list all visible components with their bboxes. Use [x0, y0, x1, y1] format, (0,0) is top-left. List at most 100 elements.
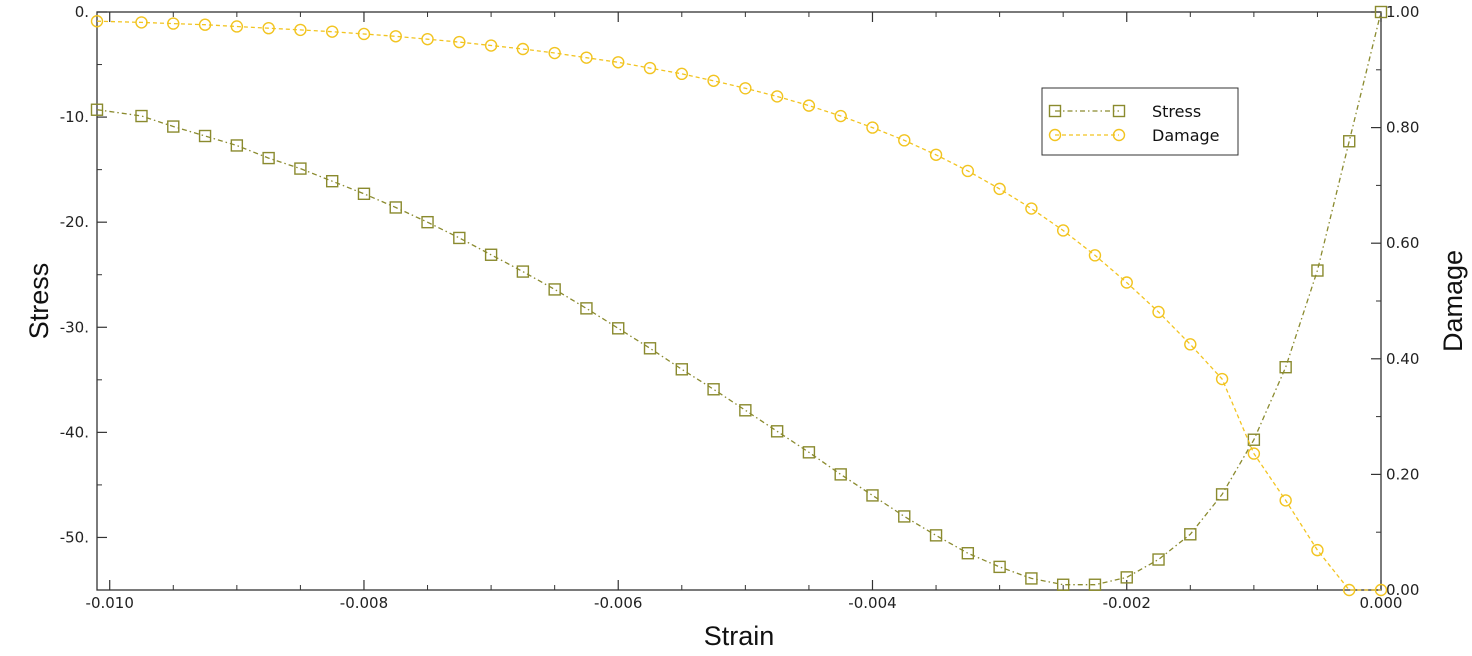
legend-damage-label: Damage: [1152, 126, 1220, 145]
data-point-damage: [516, 42, 530, 56]
data-point-stress: [643, 342, 657, 355]
data-point-stress: [1120, 571, 1133, 584]
y-tick-label: -20.: [60, 213, 89, 231]
data-point-damage: [1056, 224, 1070, 237]
data-point-stress: [612, 322, 625, 335]
data-point-damage: [707, 74, 720, 87]
x-tick-label: -0.002: [1103, 594, 1151, 612]
data-point-damage: [453, 35, 466, 49]
legend-stress-marker: [1112, 104, 1126, 118]
data-point-stress: [1215, 488, 1229, 501]
x-tick-label: 0.000: [1360, 594, 1403, 612]
data-point-damage: [1088, 249, 1102, 262]
data-point-stress: [90, 103, 104, 116]
data-point-stress: [421, 215, 434, 229]
data-point-stress: [453, 231, 466, 245]
data-point-damage: [548, 46, 561, 60]
data-point-stress: [770, 425, 784, 438]
data-point-stress: [325, 174, 339, 188]
legend-entry-stress: Stress: [1048, 102, 1201, 121]
data-point-stress: [135, 109, 148, 123]
data-point-damage: [135, 16, 148, 29]
data-point-damage: [612, 56, 625, 69]
data-point-damage: [929, 148, 943, 161]
data-point-damage: [1152, 305, 1165, 319]
data-point-damage: [421, 32, 434, 46]
legend-box: [1041, 87, 1239, 156]
data-point-stress: [198, 129, 212, 143]
data-point-damage: [898, 134, 911, 147]
data-point-stress: [167, 120, 180, 133]
data-point-damage: [1025, 202, 1038, 215]
x-axis-title: Strain: [704, 621, 775, 651]
y2-tick-label: 0.80: [1386, 119, 1419, 137]
y-tick-label: -10.: [60, 108, 89, 126]
legend-damage-marker: [1048, 128, 1062, 142]
x-tick-label: -0.006: [594, 594, 642, 612]
legend-damage-marker: [1112, 128, 1126, 142]
data-point-damage: [834, 109, 847, 123]
data-point-stress: [1279, 361, 1292, 374]
data-point-stress: [389, 201, 402, 214]
data-point-stress: [580, 302, 593, 315]
x-tick-label: -0.010: [86, 594, 134, 612]
x-tick-label: -0.008: [340, 594, 388, 612]
data-point-stress: [1184, 528, 1197, 541]
data-point-damage: [389, 30, 402, 43]
data-point-damage: [357, 27, 371, 41]
data-point-stress: [739, 404, 752, 417]
data-point-stress: [1247, 433, 1261, 446]
data-point-stress: [230, 139, 244, 152]
data-point-damage: [1279, 494, 1292, 507]
y2-tick-label: 0.60: [1386, 234, 1419, 252]
y-tick-label: -50.: [60, 528, 89, 546]
data-point-stress: [1343, 135, 1356, 148]
data-point-damage: [1343, 583, 1356, 597]
data-point-stress: [834, 468, 847, 481]
data-point-stress: [1311, 264, 1324, 277]
data-point-stress: [707, 383, 720, 396]
data-point-stress: [675, 363, 688, 376]
data-point-damage: [484, 39, 498, 52]
data-point-damage: [643, 61, 657, 75]
data-point-stress: [866, 489, 879, 502]
data-point-damage: [866, 121, 879, 134]
data-point-stress: [1088, 578, 1102, 591]
data-point-stress: [1374, 5, 1388, 19]
y2-tick-label: 1.00: [1386, 3, 1419, 21]
data-point-stress: [516, 265, 530, 278]
data-point-damage: [1215, 372, 1229, 386]
data-point-damage: [294, 23, 307, 37]
data-point-damage: [993, 182, 1006, 196]
y2-tick-label: 0.20: [1386, 465, 1419, 483]
data-point-stress: [294, 162, 307, 175]
series-line-damage: [96, 20, 1381, 591]
data-point-stress: [1025, 572, 1038, 585]
legend-stress-marker: [1048, 104, 1062, 118]
y-axis-title: Stress: [24, 263, 54, 340]
y-tick-label: 0.: [75, 3, 89, 21]
data-point-stress: [548, 283, 561, 296]
data-point-stress: [961, 547, 975, 560]
data-point-damage: [262, 21, 275, 35]
legend: Stress Damage: [1041, 87, 1239, 156]
y-tick-label: -30.: [60, 318, 89, 336]
data-point-damage: [802, 99, 816, 112]
data-point-damage: [167, 17, 180, 30]
data-point-stress: [262, 151, 275, 165]
data-point-damage: [1311, 543, 1324, 557]
data-point-damage: [325, 25, 339, 38]
data-point-stress: [898, 510, 911, 523]
y2-axis-title: Damage: [1438, 250, 1468, 352]
data-point-stress: [802, 446, 816, 459]
data-point-damage: [230, 20, 244, 33]
data-point-damage: [580, 51, 593, 64]
y2-tick-label: 0.00: [1386, 581, 1419, 599]
data-point-stress: [1152, 553, 1165, 566]
data-point-stress: [357, 187, 371, 201]
data-point-stress: [993, 560, 1006, 574]
data-point-damage: [1374, 583, 1388, 597]
y2-tick-label: 0.40: [1386, 350, 1419, 368]
